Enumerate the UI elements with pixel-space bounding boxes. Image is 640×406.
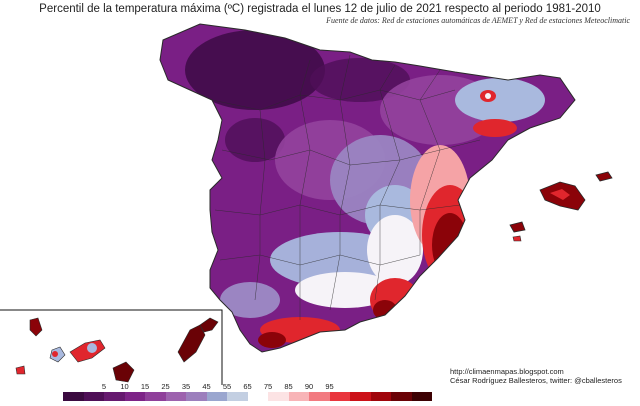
map-title: Percentil de la temperatura máxima (ºC) … [39,3,601,15]
legend-swatch [63,392,84,401]
lavender-southwest [220,282,280,318]
la-gomera-red-spot [52,351,58,357]
light-blue-catalonia [455,78,545,122]
el-hierro [15,365,26,375]
formentera [512,235,522,242]
legend-swatch [268,392,289,401]
legend-swatch [227,392,248,401]
legend-swatch [329,392,350,401]
legend-label: 90 [304,382,314,391]
province-borders [211,54,481,320]
legend-label: 55 [222,382,232,391]
mallorca-red-core [550,189,570,200]
legend-label: 35 [181,382,191,391]
white-spot-lleida [485,93,491,99]
fuerteventura [177,324,206,363]
legend-swatch [186,392,207,401]
legend-swatch [247,392,268,401]
lanzarote [199,317,219,333]
deep-purple-north [185,30,325,110]
legend-colorbar [63,392,432,401]
percentile-legend [63,392,432,401]
deep-purple-west [225,118,285,162]
legend-swatch [165,392,186,401]
legend-label: 85 [284,382,293,391]
white-zone [367,215,423,285]
legend-label: 15 [140,382,150,391]
legend-label: 10 [120,382,129,391]
legend-swatch [370,392,391,401]
legend-swatch [124,392,145,401]
legend-label: 75 [263,382,273,391]
la-palma [29,317,43,337]
legend-swatch [83,392,104,401]
legend-swatch [288,392,309,401]
legend-swatch [309,392,330,401]
ibiza [509,221,526,233]
tenerife-teide-zone [87,343,97,353]
legend-label: 45 [202,382,211,391]
legend-swatch [104,392,125,401]
menorca [595,171,613,182]
legend-label: 5 [101,382,107,391]
legend-label: 65 [243,382,252,391]
legend-swatch [391,392,412,401]
data-source-note: Fuente de datos: Red de estaciones autom… [326,16,630,25]
legend-labels: 5 10 15 25 35 45 55 65 75 85 90 95 [63,382,633,392]
legend-label: 95 [325,382,334,391]
canary-inset-frame [0,309,223,385]
legend-label: 25 [161,382,170,391]
white-zone-south [295,272,395,308]
legend-swatch [206,392,227,401]
credits-url: http://climaenmapas.blogspot.com [450,367,564,376]
credits-author: César Rodríguez Ballesteros, twitter: @c… [450,376,622,385]
legend-swatch [411,392,432,401]
credits: http://climaenmapas.blogspot.com César R… [450,367,622,385]
gran-canaria [112,361,135,383]
tenerife [69,339,106,363]
legend-swatch [145,392,166,401]
peninsula-outline [159,23,576,353]
dark-red-malaga [258,332,286,348]
legend-swatch [350,392,371,401]
red-tarragona [473,119,517,137]
